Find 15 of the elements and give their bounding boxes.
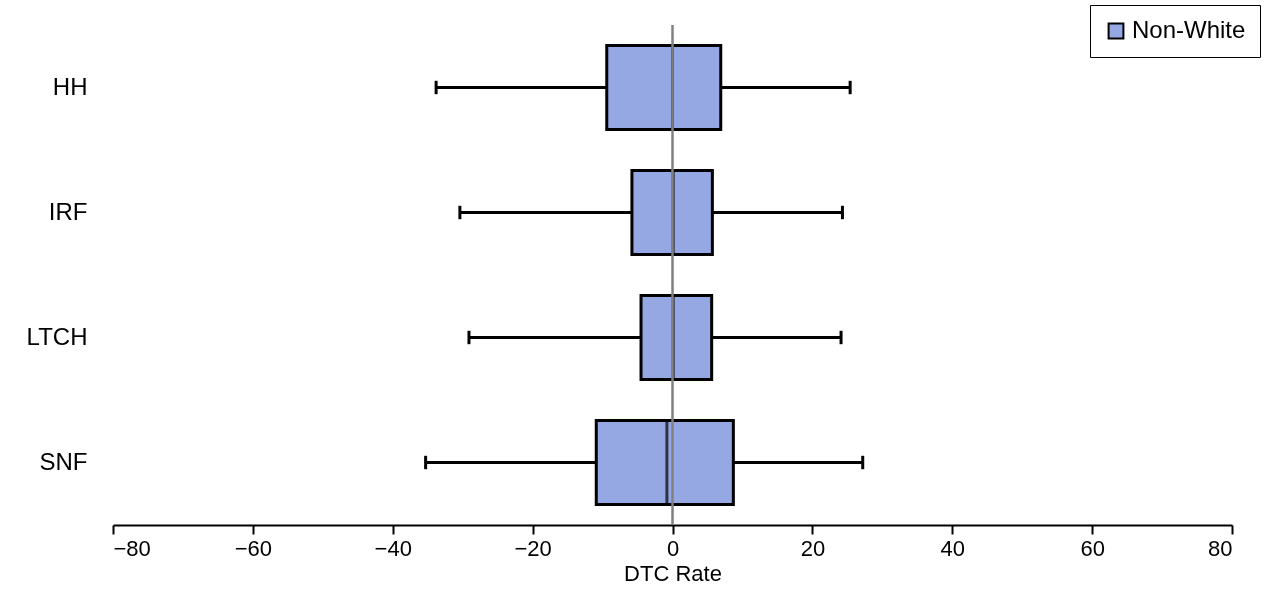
y-tick-label: HH — [52, 72, 88, 100]
x-tick-label: 40 — [940, 535, 965, 561]
x-tick-label: −20 — [514, 535, 552, 561]
x-tick-label: −80 — [113, 535, 151, 561]
x-tick-label: 60 — [1080, 535, 1105, 561]
x-tick-label: −60 — [234, 535, 273, 561]
y-tick-label: IRF — [48, 197, 88, 225]
y-tick-label: SNF — [39, 447, 88, 475]
y-tick-label: LTCH — [26, 322, 88, 350]
x-tick-label: −40 — [374, 535, 412, 561]
x-tick-label: 20 — [800, 535, 826, 561]
x-tick-label: 80 — [1208, 535, 1233, 561]
legend-label: Non-White — [1132, 16, 1246, 43]
x-axis-title: DTC Rate — [624, 560, 722, 586]
x-tick-label: 0 — [666, 535, 680, 561]
